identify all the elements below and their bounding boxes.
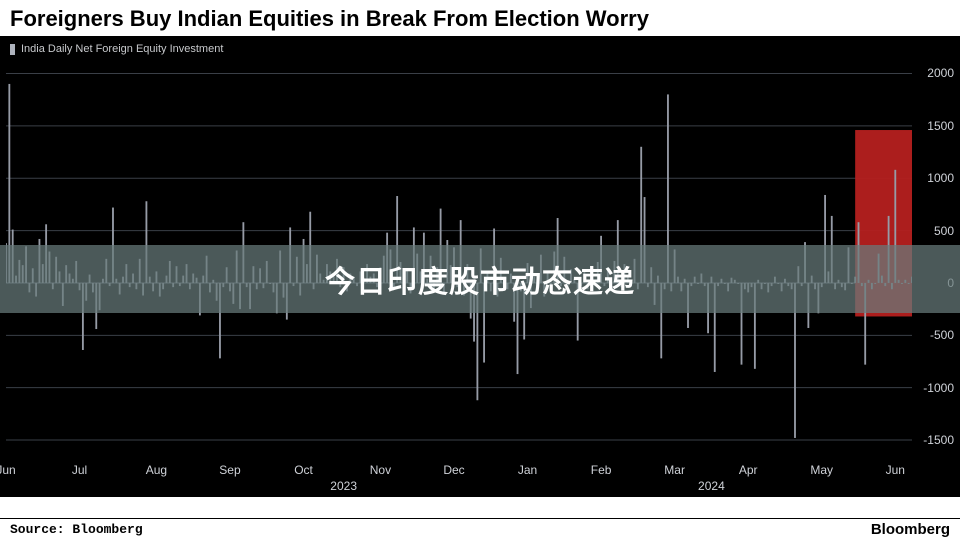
- legend: India Daily Net Foreign Equity Investmen…: [10, 43, 223, 55]
- x-tick-month: Oct: [294, 463, 313, 477]
- legend-label: India Daily Net Foreign Equity Investmen…: [21, 43, 223, 55]
- brand-label: Bloomberg: [871, 521, 950, 538]
- x-tick-month: May: [810, 463, 833, 477]
- x-tick-month: Mar: [664, 463, 685, 477]
- legend-swatch: [10, 44, 15, 55]
- x-tick-month: Jul: [72, 463, 87, 477]
- x-tick-month: Apr: [739, 463, 758, 477]
- y-tick: -1000: [923, 381, 954, 395]
- header: Foreigners Buy Indian Equities in Break …: [0, 0, 960, 37]
- y-tick: 1500: [927, 119, 954, 133]
- x-tick-month: Jun: [886, 463, 905, 477]
- y-tick: 500: [934, 224, 954, 238]
- y-tick: 1000: [927, 171, 954, 185]
- x-tick-month: Jan: [518, 463, 537, 477]
- overlay-text: 今日印度股市动态速递: [325, 257, 635, 301]
- x-tick-year: 2024: [698, 479, 725, 493]
- y-tick: -500: [930, 328, 954, 342]
- overlay-band: 今日印度股市动态速递: [0, 245, 960, 313]
- x-tick-month: Aug: [146, 463, 167, 477]
- x-tick-month: Jun: [0, 463, 16, 477]
- footer: Source: Bloomberg Bloomberg: [0, 518, 960, 540]
- chart-title: Foreigners Buy Indian Equities in Break …: [10, 6, 950, 32]
- chart-frame: Foreigners Buy Indian Equities in Break …: [0, 0, 960, 540]
- y-tick: 2000: [927, 66, 954, 80]
- source-label: Source: Bloomberg: [10, 522, 143, 537]
- x-tick-month: Feb: [591, 463, 612, 477]
- x-tick-month: Dec: [443, 463, 464, 477]
- x-tick-year: 2023: [330, 479, 357, 493]
- x-tick-month: Sep: [219, 463, 240, 477]
- y-tick: -1500: [923, 433, 954, 447]
- x-tick-month: Nov: [370, 463, 391, 477]
- x-axis: JunJulAugSepOctNovDecJanFebMarAprMayJun2…: [6, 461, 912, 497]
